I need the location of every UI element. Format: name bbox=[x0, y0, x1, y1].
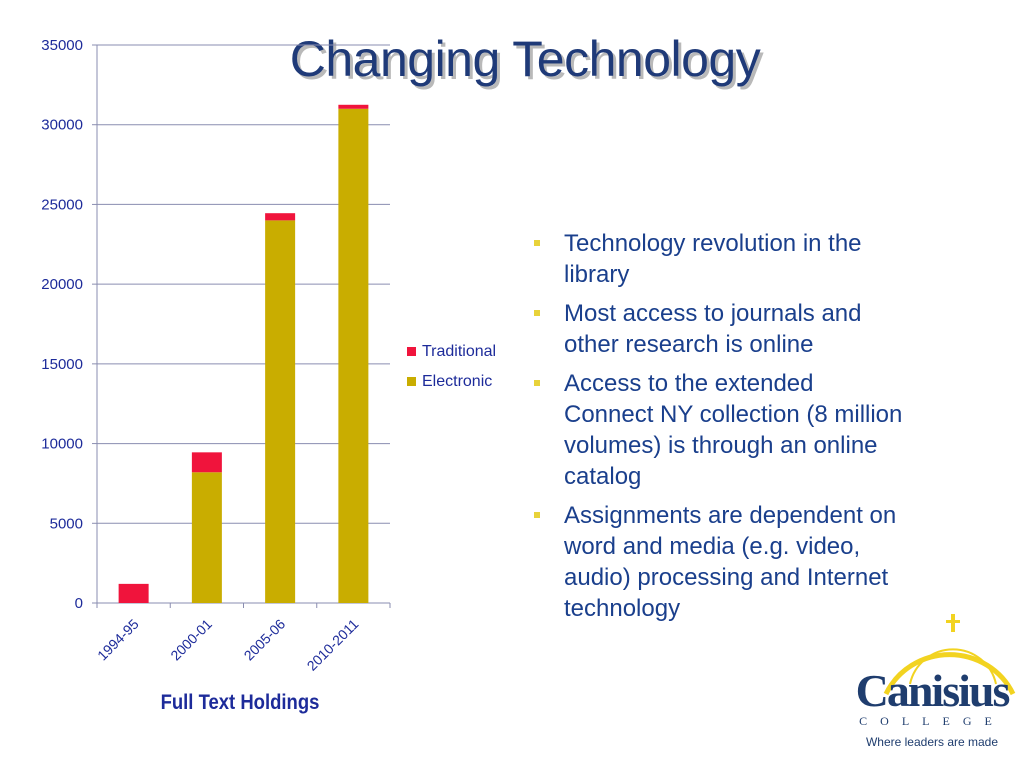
logo-name: Canisius bbox=[856, 665, 1010, 716]
bar-electronic-2010-2011 bbox=[338, 108, 369, 604]
dome-arc-icon bbox=[883, 652, 1016, 696]
legend-label-traditional: Traditional bbox=[422, 343, 496, 360]
legend-label-electronic: Electronic bbox=[422, 373, 492, 390]
bullet-text: Most access to journals and other resear… bbox=[564, 300, 862, 358]
chart-caption: Full Text Holdings bbox=[160, 691, 320, 714]
y-tick-label: 30000 bbox=[41, 117, 83, 134]
logo-subtitle: COLLEGE bbox=[859, 714, 1005, 728]
y-tick-label: 5000 bbox=[50, 515, 83, 532]
bullet-square-icon bbox=[534, 380, 540, 386]
legend-swatch-electronic bbox=[407, 377, 416, 386]
y-tick-label: 15000 bbox=[41, 356, 83, 373]
x-tick-label: 2010-2011 bbox=[304, 616, 362, 674]
bullet-item: Most access to journals and other resear… bbox=[528, 298, 908, 360]
x-tick-label: 2005-06 bbox=[241, 616, 289, 664]
x-tick-label: 1994-95 bbox=[94, 616, 142, 664]
bullet-item: Access to the extended Connect NY collec… bbox=[528, 368, 908, 492]
bullet-item: Technology revolution in the library bbox=[528, 228, 908, 290]
y-tick-label: 35000 bbox=[41, 37, 83, 54]
bar-traditional-2000-01 bbox=[191, 452, 222, 473]
slide-title: Changing Technology bbox=[289, 31, 761, 87]
bullet-text: Technology revolution in the library bbox=[564, 230, 862, 288]
y-tick-labels: 0 5000 10000 15000 20000 25000 30000 35000 bbox=[41, 37, 83, 612]
bullet-text: Access to the extended Connect NY collec… bbox=[564, 370, 903, 490]
bar-traditional-1994-95 bbox=[118, 583, 149, 603]
bar-electronic-2000-01 bbox=[191, 472, 222, 603]
bars bbox=[118, 104, 369, 604]
bar-traditional-2010-2011 bbox=[338, 104, 369, 109]
logo-tagline: Where leaders are made bbox=[866, 735, 998, 749]
canisius-logo: Canisius COLLEGE Where leaders are made bbox=[856, 614, 1016, 749]
y-tick-label: 0 bbox=[75, 595, 83, 612]
bullet-list: Technology revolution in the library Most… bbox=[528, 228, 908, 632]
x-tick-label: 2000-01 bbox=[167, 616, 215, 664]
bullet-square-icon bbox=[534, 310, 540, 316]
legend: Traditional Electronic bbox=[407, 343, 496, 390]
bar-traditional-2005-06 bbox=[265, 213, 296, 221]
bullet-item: Assignments are dependent on word and me… bbox=[528, 500, 908, 624]
bar-electronic-2005-06 bbox=[265, 220, 296, 603]
y-tick-label: 20000 bbox=[41, 276, 83, 293]
y-tick-label: 10000 bbox=[41, 436, 83, 453]
bullet-text: Assignments are dependent on word and me… bbox=[564, 502, 897, 622]
legend-swatch-traditional bbox=[407, 347, 416, 356]
bullet-square-icon bbox=[534, 512, 540, 518]
bullet-square-icon bbox=[534, 240, 540, 246]
y-tick-label: 25000 bbox=[41, 196, 83, 213]
x-tick-labels: 1994-95 2000-01 2005-06 2010-2011 bbox=[94, 616, 362, 674]
holdings-chart: 0 5000 10000 15000 20000 25000 30000 35000 1994… bbox=[41, 37, 496, 674]
axes bbox=[92, 44, 391, 608]
cross-icon bbox=[946, 614, 960, 632]
